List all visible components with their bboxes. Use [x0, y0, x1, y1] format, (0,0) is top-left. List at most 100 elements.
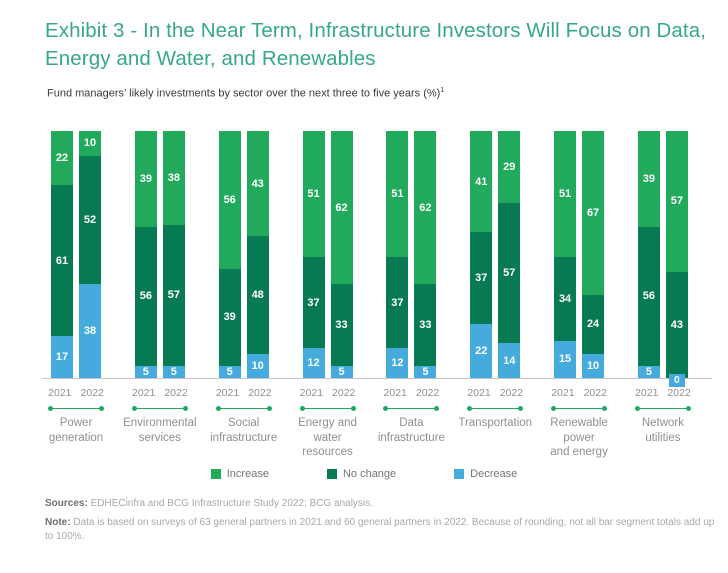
year-label: 2021	[48, 387, 72, 399]
segment-value-label: 37	[307, 296, 320, 309]
year-label: 2022	[332, 387, 356, 399]
stacked-bar-2021: 56 39 5	[218, 131, 241, 378]
bar-segment-increase: 57	[665, 131, 688, 272]
segment-value-label: 33	[335, 318, 348, 331]
category-label: Environmental services	[123, 417, 197, 444]
sources-line: Sources: EDHECinfra and BCG Infrastructu…	[45, 498, 373, 509]
bar-segment-no-change: 57	[498, 202, 521, 344]
bar-segment-no-change: 39	[218, 269, 241, 366]
exhibit-title-line-2: Energy and Water, and Renewables	[45, 47, 376, 70]
category-label: Network utilities	[641, 417, 684, 444]
bar-group: 39 56 5 38 57 5 2021 2022 Environmental services	[123, 131, 197, 444]
year-label: 2022	[164, 387, 188, 399]
category-label: Data infrastructure	[377, 417, 445, 444]
bar-segment-decrease: 5	[637, 365, 660, 378]
bar-pair: 51 37 12 62 33 5	[386, 131, 437, 378]
bar-segment-no-change: 52	[79, 155, 101, 285]
year-label: 2021	[131, 387, 156, 399]
stacked-bar-2021: 22 61 17	[51, 131, 73, 378]
legend-swatch-no-change-icon	[326, 469, 337, 479]
chart-subtitle-text: Fund managers’ likely investments by sec…	[47, 87, 441, 100]
stacked-bar-2021: 39 56 5	[134, 131, 157, 378]
segment-value-label: 51	[307, 187, 320, 200]
year-labels: 2021 2022	[467, 387, 523, 399]
bar-segment-no-change: 57	[162, 224, 185, 366]
bar-pair: 56 39 5 43 48 10	[218, 131, 269, 378]
stacked-bar-2021: 51 37 12	[302, 131, 325, 378]
segment-value-label: 38	[83, 325, 97, 338]
bar-segment-no-change: 37	[386, 256, 409, 349]
stacked-bar-2022: 43 48 10	[246, 131, 269, 378]
segment-value-label: 5	[338, 365, 345, 378]
segment-value-label: 10	[83, 137, 97, 150]
segment-value-label: 37	[391, 296, 404, 309]
category-bracket-line	[383, 406, 440, 411]
bar-group: 39 56 5 57 43 0 2021 2022 Network utilities	[634, 131, 691, 444]
year-label: 2021	[635, 387, 659, 399]
segment-value-label: 62	[419, 201, 432, 214]
year-labels: 2021 2022	[216, 387, 272, 399]
segment-value-label: 56	[139, 290, 152, 303]
segment-value-label: 15	[558, 353, 572, 366]
legend-label-no-change: No change	[342, 468, 397, 480]
bar-segment-decrease: 10	[582, 353, 605, 378]
stacked-bar-2022: 62 33 5	[330, 131, 353, 378]
segment-value-label: 57	[167, 289, 180, 302]
note-label: Note:	[45, 517, 71, 528]
bar-segment-no-change: 37	[470, 232, 493, 324]
stacked-bar-2021: 39 56 5	[637, 131, 660, 378]
stacked-bar-2022: 57 43 0	[665, 131, 688, 387]
year-label: 2021	[383, 387, 407, 399]
bar-segment-increase: 51	[554, 131, 577, 257]
bar-segment-increase: 10	[79, 131, 101, 156]
bar-segment-increase: 43	[246, 131, 269, 237]
segment-value-label: 37	[475, 271, 488, 284]
bar-segment-increase: 51	[302, 131, 325, 257]
legend-item-increase: Increase	[210, 468, 269, 480]
category-bracket-line	[131, 406, 188, 411]
segment-value-label: 10	[251, 359, 264, 372]
bar-segment-no-change: 43	[665, 271, 688, 378]
bar-segment-decrease: 10	[246, 353, 269, 378]
legend-item-no-change: No change	[326, 468, 397, 480]
category-bracket-line	[634, 406, 691, 411]
segment-value-label: 57	[503, 267, 516, 280]
segment-value-label: 5	[645, 365, 652, 378]
segment-value-label: 22	[475, 344, 488, 357]
bar-segment-decrease: 5	[162, 365, 185, 378]
segment-value-label: 43	[670, 318, 684, 331]
stacked-bar-2022: 38 57 5	[162, 131, 185, 378]
segment-value-label: 39	[139, 173, 152, 186]
category-bracket-line	[467, 406, 524, 411]
year-label: 2022	[499, 387, 524, 399]
year-labels: 2021 2022	[132, 387, 188, 399]
year-labels: 2021 2022	[384, 387, 440, 399]
bar-segment-decrease: 12	[302, 348, 325, 378]
bar-segment-no-change: 56	[637, 227, 660, 366]
bar-segment-increase: 56	[218, 131, 241, 270]
bar-segment-no-change: 34	[554, 256, 577, 341]
bar-segment-increase: 41	[470, 131, 493, 233]
segment-value-label: 5	[142, 365, 149, 378]
year-label: 2022	[583, 387, 607, 399]
legend-item-decrease: Decrease	[454, 468, 517, 480]
year-label: 2021	[467, 387, 491, 399]
segment-value-label: 5	[226, 365, 233, 378]
bar-segment-increase: 38	[162, 131, 185, 225]
segment-value-label: 41	[475, 175, 488, 188]
segment-value-label: 39	[223, 311, 236, 324]
chart-subtitle: Fund managers’ likely investments by sec…	[47, 87, 444, 100]
category-bracket-line	[551, 406, 608, 411]
exhibit-title-line-1: Exhibit 3 - In the Near Term, Infrastruc…	[45, 19, 706, 42]
segment-value-label: 51	[391, 187, 404, 200]
bar-group: 51 34 15 67 24 10 2021 2022 Renewable power and en…	[550, 131, 608, 458]
category-bracket-line	[48, 406, 104, 411]
year-label: 2022	[415, 387, 440, 399]
bar-segment-decrease: 17	[51, 335, 73, 378]
stacked-bar-2022: 67 24 10	[582, 131, 605, 378]
bar-segment-increase: 51	[386, 131, 409, 257]
year-labels: 2021 2022	[48, 387, 104, 399]
bar-segment-no-change: 61	[51, 185, 73, 336]
segment-value-label: 12	[307, 357, 320, 370]
segment-value-label: 56	[223, 194, 236, 207]
